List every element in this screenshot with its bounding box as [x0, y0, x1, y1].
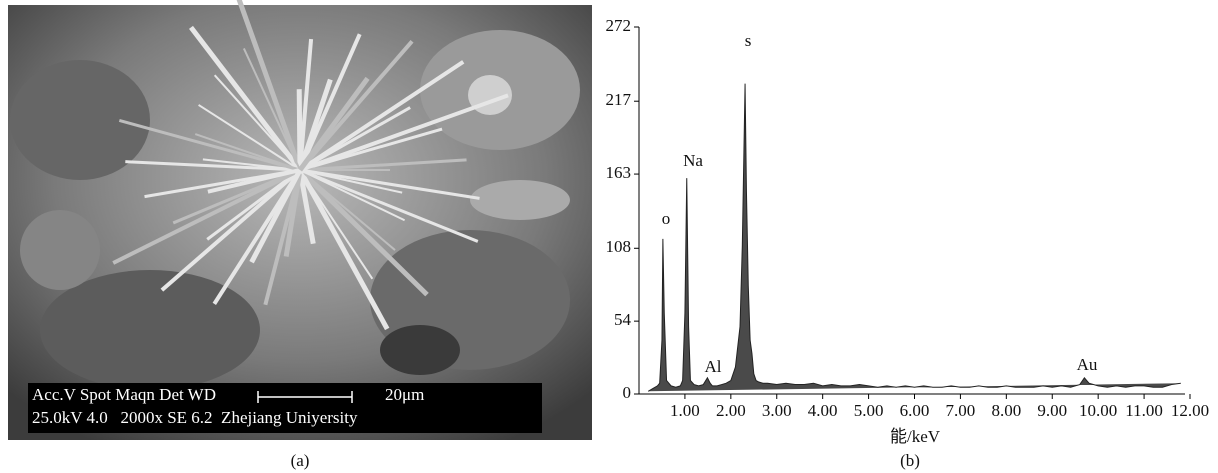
spectrum: [648, 84, 1181, 392]
x-tick-label: 8.00: [991, 401, 1021, 420]
y-tick-label: 163: [606, 163, 632, 182]
x-tick-label: 1.00: [670, 401, 700, 420]
x-tick-label: 7.00: [946, 401, 976, 420]
x-tick-label: 6.00: [900, 401, 930, 420]
x-tick-label: 4.00: [808, 401, 838, 420]
needle: [299, 89, 300, 170]
x-tick-label: 12.00: [1171, 401, 1209, 420]
x-tick-label: 3.00: [762, 401, 792, 420]
x-tick-label: 9.00: [1037, 401, 1067, 420]
page: {"figure": {"image_overlay": {"line1": "…: [0, 0, 1218, 473]
caption: (a): [291, 451, 310, 470]
peak-label: s: [745, 31, 752, 50]
overlay-text: Acc.V Spot Maqn Det WD: [32, 385, 216, 404]
caption: (b): [900, 451, 920, 470]
y-tick-label: 217: [606, 90, 632, 109]
x-tick-label: 11.00: [1125, 401, 1163, 420]
overlay-text: 25.0kV 4.0 2000x SE 6.2 Zhejiang Uniyers…: [32, 408, 358, 427]
x-tick-label: 2.00: [716, 401, 746, 420]
y-tick-label: 0: [623, 383, 632, 402]
peak-label: Na: [683, 151, 703, 170]
y-tick-label: 54: [614, 310, 632, 329]
peak-label: o: [662, 209, 671, 228]
x-tick-label: 10.00: [1079, 401, 1117, 420]
x-tick-label: 5.00: [854, 401, 884, 420]
y-tick-label: 272: [606, 16, 632, 35]
y-tick-label: 108: [606, 237, 632, 256]
overlay-text: 20μm: [385, 385, 424, 404]
x-axis-label: 能/keV: [890, 427, 941, 446]
sem-image: [8, 0, 592, 440]
peak-label: Al: [705, 357, 722, 376]
peak-label: Au: [1077, 355, 1098, 374]
figure: Acc.V Spot Maqn Det WD 20μm 25.0kV 4.0 2…: [0, 0, 1218, 473]
